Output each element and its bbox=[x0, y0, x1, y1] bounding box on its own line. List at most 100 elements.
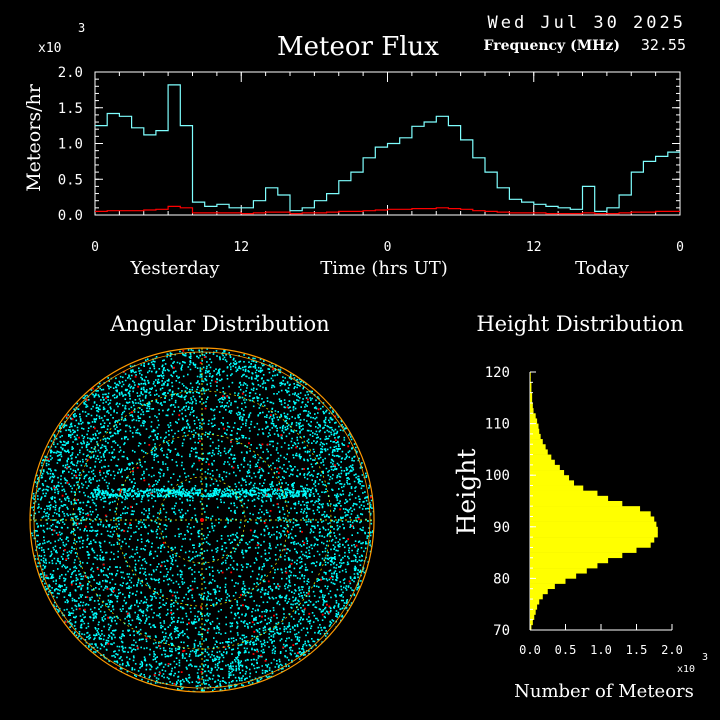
height-bar bbox=[530, 619, 533, 626]
height-bar bbox=[530, 459, 555, 466]
height-bar bbox=[530, 428, 540, 435]
height-y-tick-label: 110 bbox=[485, 417, 510, 433]
height-chart: Height Distribution Height Number of Met… bbox=[452, 312, 708, 702]
height-bar bbox=[530, 583, 555, 590]
height-bar bbox=[530, 449, 548, 455]
height-bar bbox=[530, 464, 560, 471]
height-bar bbox=[530, 402, 533, 409]
flux-y-tick-label: 0.0 bbox=[58, 208, 83, 224]
height-bar bbox=[530, 501, 623, 507]
height-bar bbox=[530, 495, 609, 502]
flux-day-label-yesterday: Yesterday bbox=[129, 258, 220, 279]
height-bar bbox=[530, 392, 533, 399]
height-y-tick-label: 90 bbox=[493, 520, 510, 536]
height-bar bbox=[530, 568, 587, 574]
height-bar bbox=[530, 506, 641, 512]
flux-series-red-line bbox=[95, 205, 680, 215]
height-bar bbox=[530, 537, 655, 543]
flux-series-cyan-line bbox=[95, 84, 680, 212]
height-bar bbox=[530, 490, 598, 497]
frequency-label: Frequency (MHz) bbox=[484, 38, 621, 54]
height-x-tick-label: 2.0 bbox=[661, 643, 683, 657]
height-bar bbox=[530, 562, 598, 569]
height-bar bbox=[530, 552, 623, 559]
height-bar bbox=[530, 470, 565, 476]
frequency-value: 32.55 bbox=[641, 36, 686, 54]
date-label: Wed Jul 30 2025 bbox=[487, 13, 686, 33]
height-bar bbox=[530, 485, 584, 491]
height-bars bbox=[530, 372, 658, 631]
flux-series bbox=[95, 84, 680, 215]
height-bar bbox=[530, 480, 575, 486]
height-bar bbox=[530, 475, 570, 481]
flux-x-tick-label: 0 bbox=[384, 240, 392, 255]
angular-title: Angular Distribution bbox=[109, 312, 329, 336]
height-bar bbox=[530, 439, 543, 445]
height-y-tick-label: 80 bbox=[493, 571, 510, 587]
flux-y-tick-label: 1.5 bbox=[58, 101, 83, 117]
height-y-tick-label: 100 bbox=[485, 468, 510, 484]
height-bar bbox=[530, 372, 531, 378]
height-bar bbox=[530, 573, 577, 579]
height-y-tick-label: 70 bbox=[493, 623, 510, 639]
flux-chart: Meteor Flux x10 3 Meteors/hr Time (hrs U… bbox=[23, 21, 684, 279]
height-title: Height Distribution bbox=[476, 312, 683, 336]
height-x-tick-label: 0.5 bbox=[555, 643, 577, 657]
height-x-tick-label: 1.5 bbox=[626, 643, 648, 657]
height-bar bbox=[530, 624, 532, 631]
height-bar bbox=[530, 454, 552, 461]
height-bar bbox=[530, 526, 658, 533]
height-bar bbox=[530, 578, 566, 584]
flux-x-tick-label: 12 bbox=[233, 240, 249, 255]
height-x-tick-label: 1.0 bbox=[590, 643, 612, 657]
height-bar bbox=[530, 444, 546, 450]
flux-x-tick-label: 12 bbox=[526, 240, 542, 255]
height-bar bbox=[530, 588, 548, 595]
height-bar bbox=[530, 382, 532, 388]
height-bar bbox=[530, 516, 655, 522]
flux-y-tick-label: 1.0 bbox=[58, 137, 83, 153]
height-bar bbox=[530, 408, 534, 414]
height-bar bbox=[530, 531, 658, 538]
height-bar bbox=[530, 557, 609, 564]
height-x-axis-label: Number of Meteors bbox=[514, 681, 694, 702]
flux-day-label-today: Today bbox=[575, 258, 630, 279]
angular-center-mark bbox=[200, 518, 204, 522]
angular-chart: Angular Distribution bbox=[29, 312, 375, 693]
height-bar bbox=[530, 542, 651, 548]
height-bar bbox=[530, 387, 532, 393]
height-x-tick-label: 0.0 bbox=[519, 643, 541, 657]
angular-grid-ring bbox=[115, 433, 289, 607]
flux-x-tick-label: 0 bbox=[676, 240, 684, 255]
height-bar bbox=[530, 609, 536, 615]
height-y-axis-label: Height bbox=[452, 449, 481, 536]
height-bar bbox=[530, 511, 651, 517]
height-bar bbox=[530, 593, 543, 600]
flux-y-tick-label: 0.5 bbox=[58, 172, 83, 188]
flux-title: Meteor Flux bbox=[277, 32, 439, 62]
height-bar bbox=[530, 413, 536, 419]
height-ticks: 70 80 90 100 110 120 0.0 0.5 1.0 1.5 2.0 bbox=[485, 365, 683, 657]
angular-plot bbox=[29, 347, 375, 693]
height-bar bbox=[530, 423, 539, 430]
flux-y-multiplier: x10 bbox=[38, 41, 61, 56]
flux-y-axis-label: Meteors/hr bbox=[23, 83, 45, 191]
flux-ticks: 0.0 0.5 1.0 1.5 2.0 0 12 0 12 0 bbox=[58, 65, 684, 255]
height-bar bbox=[530, 433, 541, 440]
height-bar bbox=[530, 521, 657, 528]
height-bar bbox=[530, 418, 538, 424]
height-bar bbox=[530, 547, 637, 553]
height-bar bbox=[530, 604, 538, 610]
flux-x-tick-label: 0 bbox=[91, 240, 99, 255]
height-bar bbox=[530, 397, 533, 404]
height-y-tick-label: 120 bbox=[485, 365, 510, 381]
flux-x-axis-label: Time (hrs UT) bbox=[320, 258, 448, 279]
flux-y-tick-label: 2.0 bbox=[58, 65, 83, 81]
height-x-multiplier: x10 bbox=[677, 664, 695, 675]
height-bar bbox=[530, 377, 531, 383]
height-bar bbox=[530, 599, 540, 605]
height-bar bbox=[530, 614, 535, 620]
flux-y-multiplier-exp: 3 bbox=[78, 21, 85, 35]
height-x-multiplier-exp: 3 bbox=[702, 652, 708, 663]
